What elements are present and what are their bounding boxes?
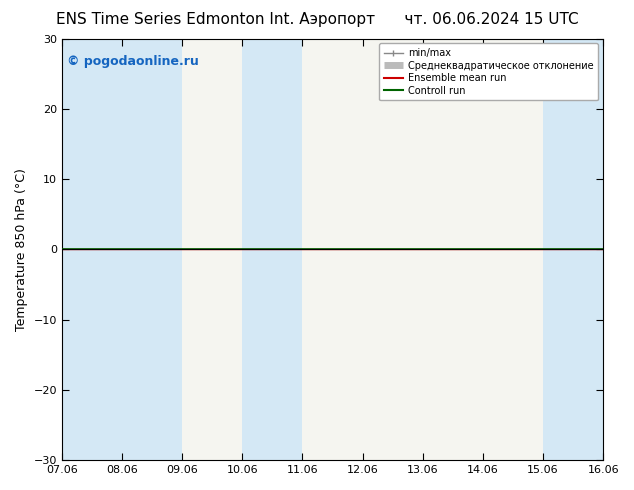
Y-axis label: Temperature 850 hPa (°C): Temperature 850 hPa (°C) — [15, 168, 28, 331]
Bar — [543, 39, 603, 460]
Bar — [242, 39, 302, 460]
Bar — [603, 39, 633, 460]
Text: © pogodaonline.ru: © pogodaonline.ru — [67, 55, 199, 69]
Text: ENS Time Series Edmonton Int. Аэропорт      чт. 06.06.2024 15 UTC: ENS Time Series Edmonton Int. Аэропорт ч… — [56, 12, 578, 27]
Legend: min/max, Среднеквадратическое отклонение, Ensemble mean run, Controll run: min/max, Среднеквадратическое отклонение… — [378, 44, 598, 100]
Bar — [62, 39, 122, 460]
Bar — [122, 39, 182, 460]
